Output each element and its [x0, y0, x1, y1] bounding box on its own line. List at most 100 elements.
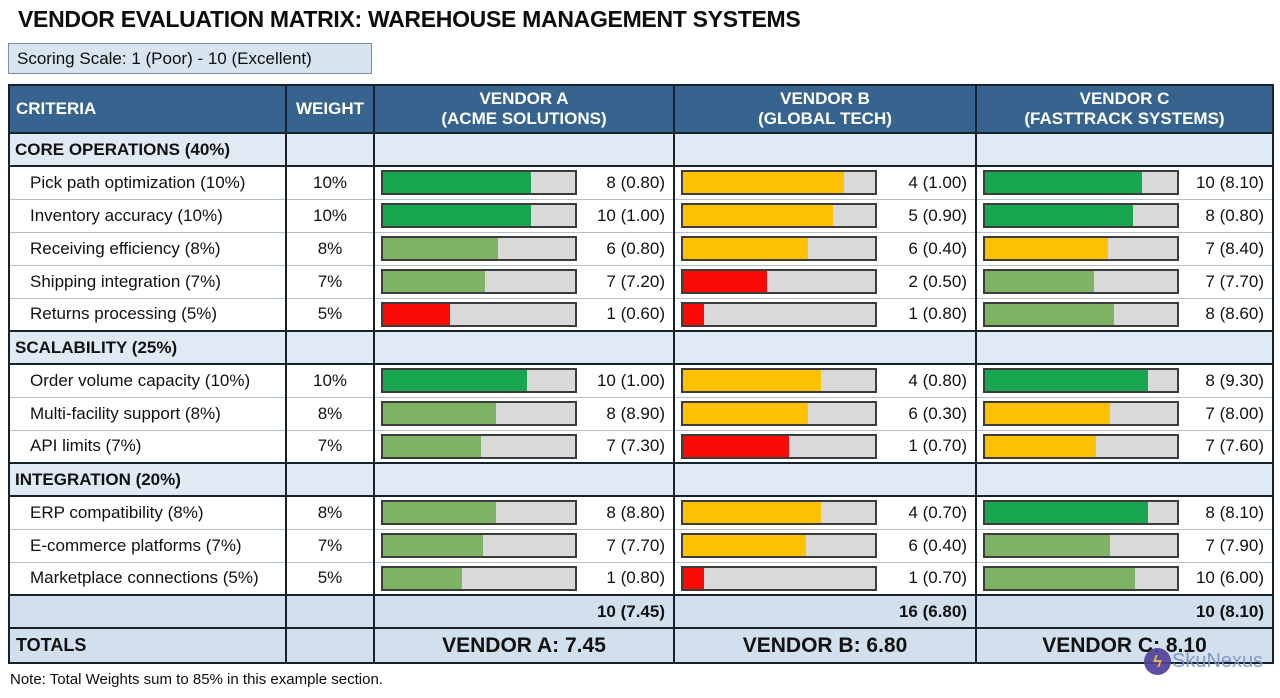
weight-cell: 8%	[285, 396, 375, 431]
weight-cell: 7%	[285, 264, 375, 299]
score-cell-content: 6 (0.80)	[375, 233, 673, 265]
criteria-cell: ERP compatibility (8%)	[8, 495, 287, 530]
score-bar	[983, 401, 1179, 426]
section-row: INTEGRATION (20%)	[8, 462, 1274, 497]
score-cell-content: 8 (8.90)	[375, 398, 673, 430]
score-cell-content: 7 (7.70)	[977, 266, 1272, 298]
weight-cell: 8%	[285, 495, 375, 530]
score-value: 1 (0.60)	[606, 304, 665, 324]
score-bar	[381, 170, 577, 196]
score-bar-fill	[985, 271, 1095, 292]
vendor-score-cell: 7 (8.00)	[975, 396, 1274, 431]
score-bar	[381, 565, 577, 591]
watermark-text: SkuNexus	[1172, 650, 1264, 672]
score-value: 8 (8.60)	[1205, 304, 1264, 324]
score-bar	[681, 500, 877, 526]
score-bar-fill	[985, 535, 1110, 556]
vendor-score-cell: 7 (7.20)	[373, 264, 675, 299]
score-value: 6 (0.30)	[908, 403, 967, 423]
vendor-b-name: VENDOR B	[780, 89, 870, 109]
table-row: Inventory accuracy (10%) 10% 10 (1.00) 5 (0…	[8, 198, 1274, 233]
score-value: 8 (9.30)	[1205, 370, 1264, 390]
score-cell-content: 6 (0.40)	[675, 530, 975, 562]
score-bar	[983, 500, 1179, 526]
table-row: Pick path optimization (10%) 10% 8 (0.80) 4…	[8, 165, 1274, 200]
score-bar	[681, 565, 877, 591]
vendor-score-cell: 8 (8.80)	[373, 495, 675, 530]
score-value: 1 (0.70)	[908, 436, 967, 456]
score-bar-fill	[383, 238, 499, 259]
score-bar	[381, 368, 577, 394]
score-cell-content: 1 (0.80)	[375, 563, 673, 595]
vendor-score-cell: 8 (9.30)	[975, 363, 1274, 398]
score-bar-fill	[683, 403, 808, 424]
score-cell-content: 8 (0.80)	[375, 167, 673, 199]
score-cell-content: 10 (6.00)	[977, 563, 1272, 595]
score-value: 8 (8.10)	[1205, 502, 1264, 522]
vendor-score-cell: 7 (8.40)	[975, 231, 1274, 266]
section-vendor-cell	[975, 132, 1274, 167]
score-value: 8 (8.80)	[606, 502, 665, 522]
score-bar-fill	[383, 535, 483, 556]
criteria-cell: Shipping integration (7%)	[8, 264, 287, 299]
score-bar-fill	[985, 238, 1108, 259]
score-bar	[983, 368, 1179, 394]
score-bar-fill	[683, 303, 705, 325]
score-bar-fill	[383, 271, 485, 292]
score-value: 7 (7.60)	[1205, 436, 1264, 456]
criteria-cell: Order volume capacity (10%)	[8, 363, 287, 398]
score-bar	[381, 433, 577, 459]
score-bar-fill	[383, 205, 531, 226]
score-bar-fill	[383, 435, 481, 457]
vendor-c-name: VENDOR C	[1079, 89, 1170, 109]
vendor-score-cell: 5 (0.90)	[673, 198, 977, 233]
score-bar	[983, 269, 1179, 294]
score-value: 7 (8.40)	[1205, 238, 1264, 258]
score-value: 8 (0.80)	[1205, 205, 1264, 225]
scoring-scale-text: Scoring Scale: 1 (Poor) - 10 (Excellent)	[17, 48, 312, 68]
score-bar-fill	[683, 205, 833, 226]
vendor-a-name: VENDOR A	[479, 89, 569, 109]
total-vendor-a: VENDOR A: 7.45	[373, 627, 675, 663]
vendor-score-cell: 7 (7.90)	[975, 528, 1274, 563]
subtotal-criteria-cell	[8, 594, 287, 629]
section-vendor-cell	[673, 132, 977, 167]
score-bar	[681, 401, 877, 426]
score-bar	[681, 301, 877, 327]
score-value: 4 (0.70)	[908, 502, 967, 522]
score-bar	[681, 368, 877, 394]
vendor-score-cell: 1 (0.80)	[673, 297, 977, 332]
vendor-evaluation-table: CRITERIA WEIGHT VENDOR A (ACME SOLUTIONS…	[8, 84, 1274, 664]
score-cell-content: 8 (8.60)	[977, 299, 1272, 331]
score-value: 4 (1.00)	[908, 172, 967, 192]
score-bar	[381, 269, 577, 294]
subtotal-vendor-a: 10 (7.45)	[373, 594, 675, 629]
score-bar-fill	[383, 567, 462, 589]
header-vendor-b: VENDOR B (GLOBAL TECH)	[673, 85, 977, 134]
vendor-score-cell: 6 (0.40)	[673, 231, 977, 266]
header-criteria: CRITERIA	[8, 85, 287, 134]
score-value: 1 (0.80)	[606, 568, 665, 588]
score-bar-fill	[985, 502, 1149, 524]
subtotal-vendor-c: 10 (8.10)	[975, 594, 1274, 629]
score-bar	[381, 236, 577, 261]
score-bar	[681, 433, 877, 459]
criteria-cell: API limits (7%)	[8, 429, 287, 464]
subtotal-vendor-b: 16 (6.80)	[673, 594, 977, 629]
score-bar-fill	[383, 502, 497, 524]
criteria-cell: Pick path optimization (10%)	[8, 165, 287, 200]
section-vendor-cell	[975, 330, 1274, 365]
section-vendor-cell	[373, 462, 675, 497]
weight-cell: 10%	[285, 363, 375, 398]
table-row: Shipping integration (7%) 7% 7 (7.20) 2 (0.…	[8, 264, 1274, 299]
vendor-score-cell: 4 (1.00)	[673, 165, 977, 200]
vendor-score-cell: 8 (8.90)	[373, 396, 675, 431]
vendor-score-cell: 8 (0.80)	[373, 165, 675, 200]
score-bar-fill	[383, 172, 531, 194]
criteria-cell: Receiving efficiency (8%)	[8, 231, 287, 266]
vendor-score-cell: 6 (0.80)	[373, 231, 675, 266]
vendor-c-subname: (FASTTRACK SYSTEMS)	[1024, 109, 1225, 128]
section-row: SCALABILITY (25%)	[8, 330, 1274, 365]
score-bar	[381, 500, 577, 526]
vendor-score-cell: 8 (8.60)	[975, 297, 1274, 332]
